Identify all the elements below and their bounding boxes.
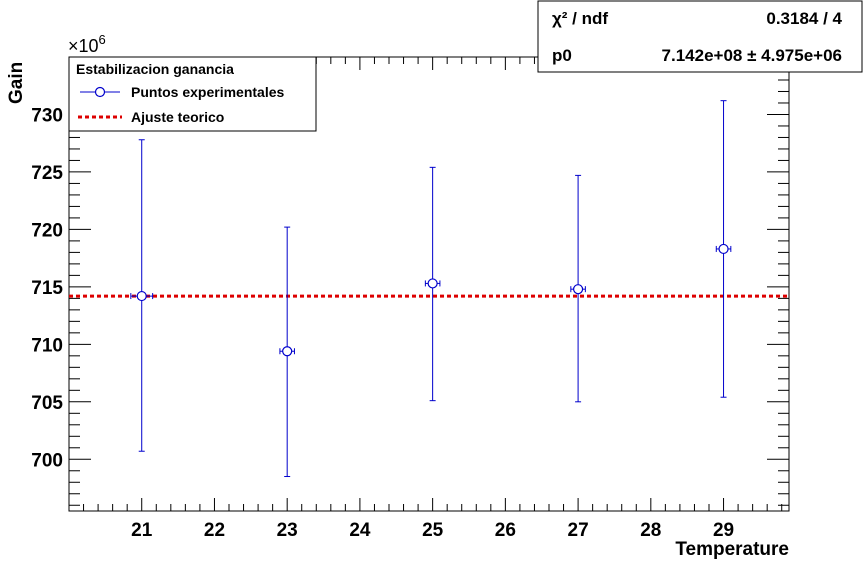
y-tick-label: 730 — [31, 105, 63, 126]
stats-chi2-label: χ² / ndf — [552, 9, 608, 28]
data-points — [130, 100, 732, 478]
x-axis-title: Temperature — [675, 539, 789, 560]
point-marker — [282, 346, 293, 357]
legend-entry-fit: Ajuste teorico — [131, 109, 224, 125]
point-marker — [572, 284, 584, 295]
y-tick-label: 710 — [31, 335, 63, 356]
data-point — [130, 139, 154, 452]
y-axis-title: Gain — [6, 62, 27, 104]
data-point — [279, 226, 295, 478]
stats-p0-label: p0 — [552, 46, 572, 65]
data-point — [715, 100, 732, 398]
legend-title: Estabilizacion ganancia — [76, 61, 234, 77]
plot-frame — [68, 56, 790, 512]
x-axis: 21 22 23 24 25 26 27 28 29 — [68, 57, 783, 541]
x-tick-label: 25 — [422, 520, 444, 541]
y-multiplier-exponent: 6 — [99, 32, 106, 47]
y-tick-label: 700 — [31, 450, 63, 471]
legend-box — [68, 56, 317, 132]
y-tick-label: 720 — [31, 220, 63, 241]
stats-box: χ² / ndf 0.3184 / 4 p0 7.142e+08 ± 4.975… — [537, 0, 863, 73]
x-tick-label: 23 — [277, 520, 298, 541]
stats-chi2-value: 0.3184 / 4 — [766, 9, 842, 28]
x-tick-label: 21 — [131, 520, 153, 541]
y-tick-label: 715 — [31, 278, 63, 299]
point-marker — [718, 243, 729, 255]
data-point — [424, 166, 441, 402]
y-tick-label: 705 — [31, 393, 63, 414]
data-point — [570, 174, 586, 403]
x-tick-label: 27 — [568, 520, 589, 541]
y-tick-label: 725 — [31, 163, 63, 184]
x-tick-label: 28 — [640, 520, 661, 541]
x-tick-label: 24 — [349, 520, 371, 541]
y-multiplier: ×106 — [68, 32, 106, 56]
x-tick-label: 22 — [204, 520, 225, 541]
legend: Estabilizacion ganancia Puntos experimen… — [68, 56, 317, 132]
point-marker — [136, 290, 147, 302]
y-multiplier-base: ×10 — [68, 36, 99, 56]
point-marker — [427, 278, 438, 289]
legend-entry-points: Puntos experimentales — [131, 84, 284, 100]
stats-frame — [537, 0, 863, 73]
x-tick-label: 26 — [495, 520, 516, 541]
x-tick-label: 29 — [713, 520, 734, 541]
stats-p0-value: 7.142e+08 ± 4.975e+06 — [662, 46, 842, 65]
legend-marker-points — [80, 86, 120, 98]
y-axis: 700 705 710 715 720 725 730 — [31, 56, 789, 506]
